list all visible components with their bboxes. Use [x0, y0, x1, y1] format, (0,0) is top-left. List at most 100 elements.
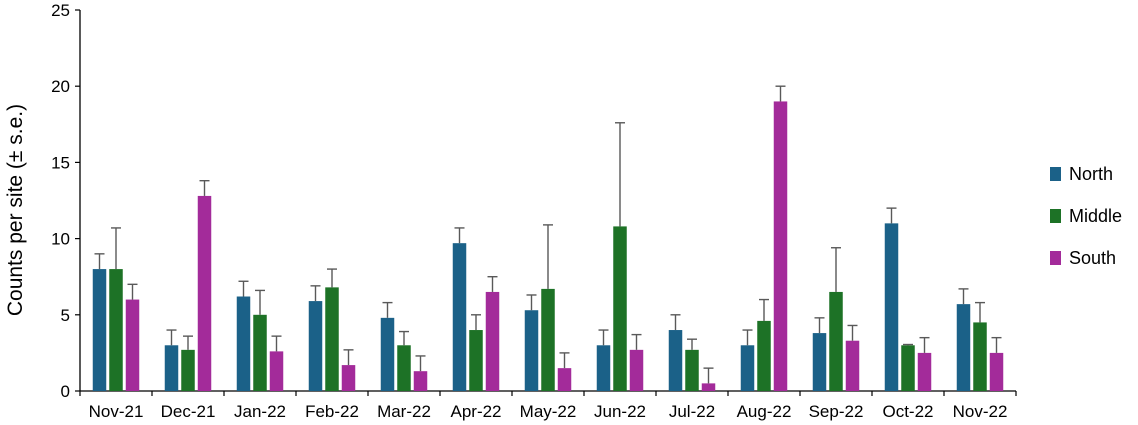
bar-south-feb-22 — [341, 349, 356, 391]
bar — [469, 330, 483, 391]
bar-south-jun-22 — [629, 333, 644, 391]
bar-south-may-22 — [557, 352, 572, 391]
y-tick-label: 10 — [51, 230, 70, 249]
bar-north-feb-22 — [308, 285, 323, 391]
bar-middle-aug-22 — [757, 298, 771, 391]
bar — [757, 320, 771, 391]
bar-south-dec-21 — [197, 179, 212, 391]
bar — [325, 287, 339, 391]
bar — [740, 345, 755, 391]
bar-north-aug-22 — [740, 329, 755, 391]
bar — [181, 349, 195, 391]
bar — [125, 299, 140, 391]
bar — [524, 310, 539, 391]
bar — [989, 352, 1004, 391]
legend-item-middle: Middle — [1050, 206, 1122, 226]
legend-label: South — [1069, 248, 1116, 268]
bar-north-sep-22 — [812, 317, 827, 391]
bar-south-nov-22 — [989, 336, 1004, 391]
bar — [541, 288, 555, 391]
bar-south-oct-22 — [917, 336, 932, 391]
y-tick-label: 20 — [51, 77, 70, 96]
legend-swatch — [1050, 209, 1061, 223]
bar-north-may-22 — [524, 294, 539, 391]
x-tick-label: Jan-22 — [234, 402, 286, 421]
bar — [701, 383, 716, 391]
x-tick-label: Jul-22 — [669, 402, 715, 421]
bar-middle-sep-22 — [829, 247, 843, 391]
bar-north-nov-22 — [956, 288, 971, 391]
x-tick-label: Apr-22 — [450, 402, 501, 421]
y-tick-label: 15 — [51, 153, 70, 172]
bar — [884, 223, 899, 391]
bar — [685, 349, 699, 391]
bar — [973, 322, 987, 391]
y-tick-label: 25 — [51, 1, 70, 20]
bar-north-jul-22 — [668, 314, 683, 391]
x-tick-label: May-22 — [520, 402, 577, 421]
bar-middle-feb-22 — [325, 268, 339, 391]
bar — [901, 345, 915, 391]
bar-middle-mar-22 — [397, 330, 411, 391]
bar — [829, 291, 843, 391]
legend-item-north: North — [1050, 164, 1113, 184]
bar — [452, 243, 467, 391]
x-tick-label: Sep-22 — [809, 402, 864, 421]
x-tick-label: Nov-22 — [953, 402, 1008, 421]
bar-south-sep-22 — [845, 324, 860, 391]
legend-item-south: South — [1050, 248, 1116, 268]
plot-area: 0 5 10 15 20 25 Nov-21 Dec-21 Jan-22 Feb-22 Mar-22… — [51, 1, 1017, 421]
x-tick-label: Jun-22 — [594, 402, 646, 421]
bar — [956, 304, 971, 391]
bar-middle-may-22 — [541, 224, 555, 391]
legend-swatch — [1050, 251, 1061, 265]
bar-south-nov-21 — [125, 283, 140, 391]
bar-south-mar-22 — [413, 355, 428, 391]
bar-middle-nov-21 — [109, 227, 123, 391]
bar-middle-jan-22 — [253, 289, 267, 391]
bar — [308, 301, 323, 391]
legend: North Middle South — [1050, 164, 1122, 268]
bar-north-jan-22 — [236, 280, 251, 391]
bar — [773, 101, 788, 391]
bar — [197, 195, 212, 391]
bar — [557, 368, 572, 391]
bar — [917, 352, 932, 391]
bar-north-dec-21 — [164, 329, 179, 391]
bar-south-jul-22 — [701, 367, 716, 391]
x-tick-label: Dec-21 — [161, 402, 216, 421]
bar — [236, 296, 251, 391]
bar — [668, 330, 683, 391]
y-tick-label: 0 — [61, 382, 70, 401]
bar — [269, 351, 284, 391]
bar-middle-jun-22 — [613, 122, 627, 391]
bar-middle-apr-22 — [469, 314, 483, 391]
y-tick-label: 5 — [61, 306, 70, 325]
bar — [596, 345, 611, 391]
bar — [380, 317, 395, 391]
bar — [164, 345, 179, 391]
x-tick-label: Feb-22 — [305, 402, 359, 421]
legend-label: North — [1069, 164, 1113, 184]
bar — [253, 314, 267, 391]
bar-north-mar-22 — [380, 301, 395, 391]
bar — [485, 291, 500, 391]
bar — [109, 269, 123, 391]
x-tick-label: Oct-22 — [882, 402, 933, 421]
bar-north-apr-22 — [452, 227, 467, 391]
bar-north-jun-22 — [596, 329, 611, 391]
y-axis-title: Counts per site (± s.e.) — [4, 104, 27, 316]
x-tick-label: Mar-22 — [377, 402, 431, 421]
bar — [341, 365, 356, 391]
bar-north-nov-21 — [92, 253, 107, 391]
bar — [92, 269, 107, 391]
bar — [613, 226, 627, 391]
bar-middle-oct-22 — [901, 343, 915, 391]
legend-label: Middle — [1069, 206, 1122, 226]
bar-middle-jul-22 — [685, 338, 699, 391]
bar — [845, 340, 860, 391]
bar-south-jan-22 — [269, 335, 284, 391]
x-tick-label: Aug-22 — [737, 402, 792, 421]
bar-south-apr-22 — [485, 276, 500, 391]
